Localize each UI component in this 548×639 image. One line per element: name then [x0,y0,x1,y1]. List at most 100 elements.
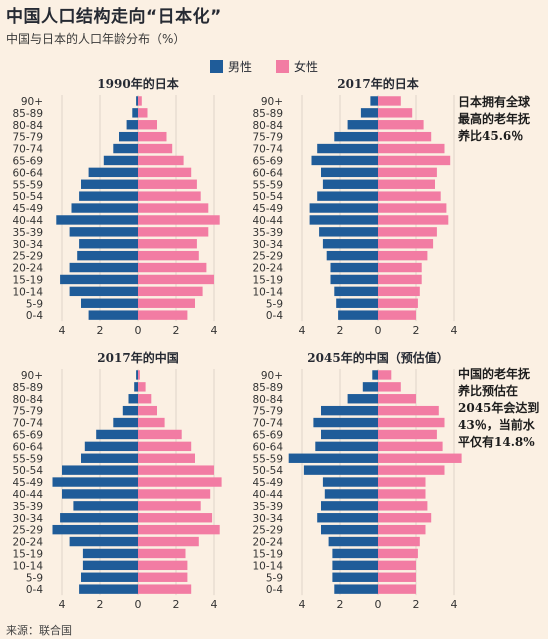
age-label: 50-54 [12,191,43,203]
age-label: 60-64 [252,441,283,453]
bar-male [311,155,378,166]
bar-male [60,513,138,523]
legend-swatch-female [276,60,290,73]
age-label: 0-4 [26,310,43,322]
legend-item-female: 女性 [276,58,318,75]
age-label: 90+ [261,96,283,108]
bar-female [138,382,146,392]
bar-female [138,108,148,118]
bar-male [322,477,378,487]
age-label: 35-39 [12,227,43,239]
bar-female [138,417,165,428]
age-label: 50-54 [12,465,43,477]
bar-female [378,274,422,285]
age-label: 45-49 [12,203,43,215]
bar-male [309,215,378,225]
bar-male [330,274,378,285]
bar-female [138,120,157,130]
bar-female [138,262,207,273]
bar-female [138,524,220,535]
age-label: 10-14 [12,286,43,298]
age-label: 50-54 [252,191,283,203]
legend-item-male: 男性 [210,58,252,75]
age-label: 85-89 [12,382,43,394]
bar-female [378,382,401,392]
legend-label-male: 男性 [228,60,253,74]
bar-female [138,453,195,463]
bar-female [138,429,182,440]
bar-male [332,560,378,571]
source-note: 来源：联合国 [6,624,72,637]
age-label: 40-44 [12,489,43,501]
bar-male [322,179,378,189]
bar-male [347,120,378,130]
bar-male [119,131,138,142]
bar-female [138,572,188,582]
bar-female [138,405,157,416]
x-tick-label: 4 [211,598,218,611]
age-label: 65-69 [12,429,43,441]
legend-label-female: 女性 [294,60,319,74]
age-label: 70-74 [252,418,283,430]
age-label: 30-34 [252,239,283,251]
age-label: 90+ [21,370,43,382]
bar-male [69,286,138,297]
age-label: 80-84 [12,394,43,406]
age-label: 10-14 [252,560,283,572]
bar-female [138,215,220,225]
bar-female [138,501,201,511]
bar-female [378,465,445,475]
age-label: 20-24 [12,263,43,275]
bar-female [378,560,416,571]
bar-female [378,394,416,404]
china-annotation-line: 43％，当前水 [458,418,535,432]
bar-female [378,131,432,142]
bar-male [309,203,378,213]
chart-legend: 男性 女性 [210,58,336,75]
bar-male [315,441,378,452]
age-label: 60-64 [12,167,43,179]
age-label: 30-34 [12,513,43,525]
bar-female [378,250,428,261]
bar-male [79,584,138,594]
age-label: 20-24 [12,537,43,549]
bar-male [328,536,378,547]
bar-male [336,298,378,308]
bar-male [321,524,378,535]
bar-male [81,572,138,582]
bar-male [326,250,378,261]
bar-male [71,203,138,213]
bar-male [334,286,378,297]
age-label: 0-4 [266,310,283,322]
age-label: 10-14 [12,560,43,572]
age-label: 60-64 [252,167,283,179]
age-label: 20-24 [252,263,283,275]
bar-female [378,584,416,594]
bar-male [73,501,138,511]
bar-male [62,465,138,475]
age-label: 0-4 [266,584,283,596]
bar-male [330,262,378,273]
bar-female [378,453,462,463]
bar-male [321,501,378,511]
x-tick-label: 2 [337,324,344,337]
bar-male [288,453,378,463]
bar-male [321,405,378,416]
bar-male [322,239,378,249]
bar-male [313,417,378,428]
x-tick-label: 4 [299,598,306,611]
bar-female [138,191,201,201]
bar-female [378,370,392,380]
bar-male [82,548,138,559]
bar-female [378,227,437,237]
age-label: 0-4 [26,584,43,596]
age-label: 15-19 [252,274,283,286]
bar-female [138,274,214,285]
bar-male [81,298,138,308]
bar-male [60,274,138,285]
x-tick-label: 4 [451,324,458,337]
bar-male [136,370,138,380]
bar-male [134,382,138,392]
bar-female [138,131,167,142]
bar-female [378,96,401,106]
